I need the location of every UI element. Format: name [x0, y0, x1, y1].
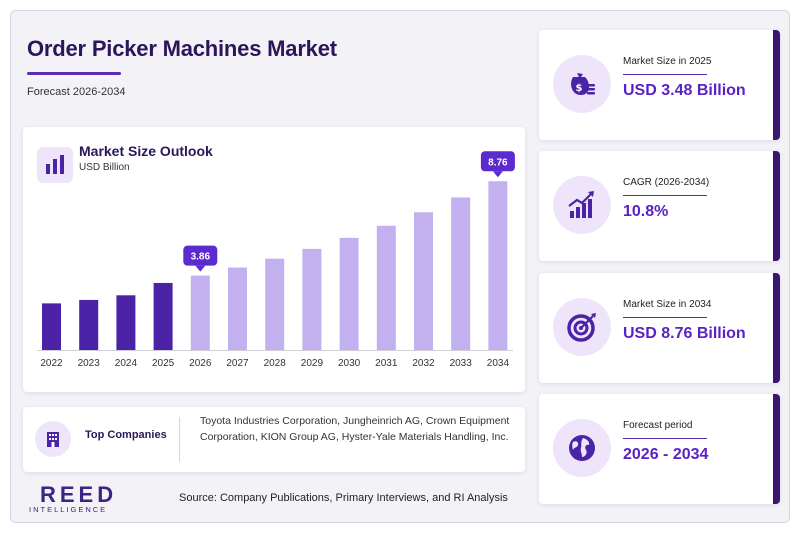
bar-2023	[79, 299, 99, 350]
chart-unit-label: USD Billion	[79, 162, 130, 173]
title-underline	[27, 72, 121, 75]
page-title: Order Picker Machines Market	[27, 36, 337, 61]
stat-label: Forecast period	[623, 420, 693, 431]
x-tick-label: 2029	[301, 358, 324, 369]
money-bag-icon: $	[553, 55, 611, 113]
stat-label: CAGR (2026-2034)	[623, 177, 710, 188]
stat-label: Market Size in 2025	[623, 56, 712, 67]
x-tick-label: 2031	[375, 358, 398, 369]
x-tick-label: 2027	[226, 358, 249, 369]
logo-tagline: INTELLIGENCE	[29, 505, 108, 514]
globe-icon	[553, 419, 611, 477]
stat-rule	[623, 317, 707, 318]
chart-card: Market Size Outlook USD Billion 2022 2023…	[23, 127, 525, 392]
stat-rule	[623, 438, 707, 439]
x-tick-label: 2033	[450, 358, 473, 369]
bar-2031	[376, 225, 396, 350]
bar-2030	[339, 237, 359, 350]
x-tick-label: 2030	[338, 358, 361, 369]
stat-rule	[623, 74, 707, 75]
x-tick-label: 2032	[412, 358, 435, 369]
card-edge	[773, 273, 780, 383]
top-companies-list: Toyota Industries Corporation, Jungheinr…	[200, 415, 510, 443]
growth-chart-icon	[553, 176, 611, 234]
bar-2025	[153, 282, 173, 350]
x-tick-label: 2024	[115, 358, 138, 369]
callout-box	[480, 151, 515, 172]
bar-2032	[414, 212, 433, 350]
chart-title: Market Size Outlook	[79, 143, 213, 159]
stat-card-market-size-2034: Market Size in 2034 USD 8.76 Billion	[539, 273, 780, 383]
x-tick-label: 2028	[264, 358, 287, 369]
page-subtitle: Forecast 2026-2034	[27, 86, 126, 98]
stat-value: 10.8%	[623, 203, 669, 220]
x-tick-label: 2023	[78, 358, 101, 369]
bar-chart-icon	[37, 147, 73, 183]
x-tick-label: 2034	[487, 358, 510, 369]
stat-card-market-size-2025: $ Market Size in 2025 USD 3.48 Billion	[539, 30, 780, 140]
stat-rule	[623, 195, 707, 196]
stat-card-cagr: CAGR (2026-2034) 10.8%	[539, 151, 780, 261]
bar-2022	[42, 303, 61, 350]
callout-box	[183, 245, 218, 266]
bar-2028	[265, 258, 285, 350]
bar-2029	[302, 248, 322, 350]
card-edge	[773, 30, 780, 140]
value-callout-2026: 3.86	[183, 245, 218, 272]
top-companies-card: Top Companies Toyota Industries Corporat…	[23, 407, 525, 472]
bar-chart: 2022 2023 2024 2025 2026 3.86 2027 2028 2029 2030…	[37, 151, 515, 369]
value-callout-2034: 8.76	[480, 151, 515, 178]
stat-value: USD 8.76 Billion	[623, 325, 746, 342]
card-edge	[773, 394, 780, 504]
bar-2027	[228, 267, 247, 350]
x-tick-label: 2025	[152, 358, 175, 369]
building-icon	[35, 421, 71, 457]
data-label: 3.86	[191, 252, 211, 263]
card-edge	[773, 151, 780, 261]
logo-wordmark: REED	[40, 482, 118, 507]
x-tick-label: 2022	[40, 358, 63, 369]
svg-text:$: $	[576, 83, 583, 94]
target-icon	[553, 298, 611, 356]
divider	[179, 417, 180, 462]
data-label: 8.76	[488, 157, 508, 168]
bar-2026	[190, 275, 210, 350]
callout-pointer	[195, 265, 206, 272]
bar-2033	[451, 197, 471, 350]
bar-2024	[116, 295, 136, 350]
bar-2034	[488, 181, 508, 350]
top-companies-label: Top Companies	[85, 429, 167, 441]
callout-pointer	[492, 171, 503, 178]
stat-card-forecast-period: Forecast period 2026 - 2034	[539, 394, 780, 504]
x-tick-label: 2026	[189, 358, 212, 369]
source-note: Source: Company Publications, Primary In…	[179, 492, 508, 504]
stat-label: Market Size in 2034	[623, 299, 712, 310]
stat-value: USD 3.48 Billion	[623, 82, 746, 99]
stat-value: 2026 - 2034	[623, 446, 709, 463]
